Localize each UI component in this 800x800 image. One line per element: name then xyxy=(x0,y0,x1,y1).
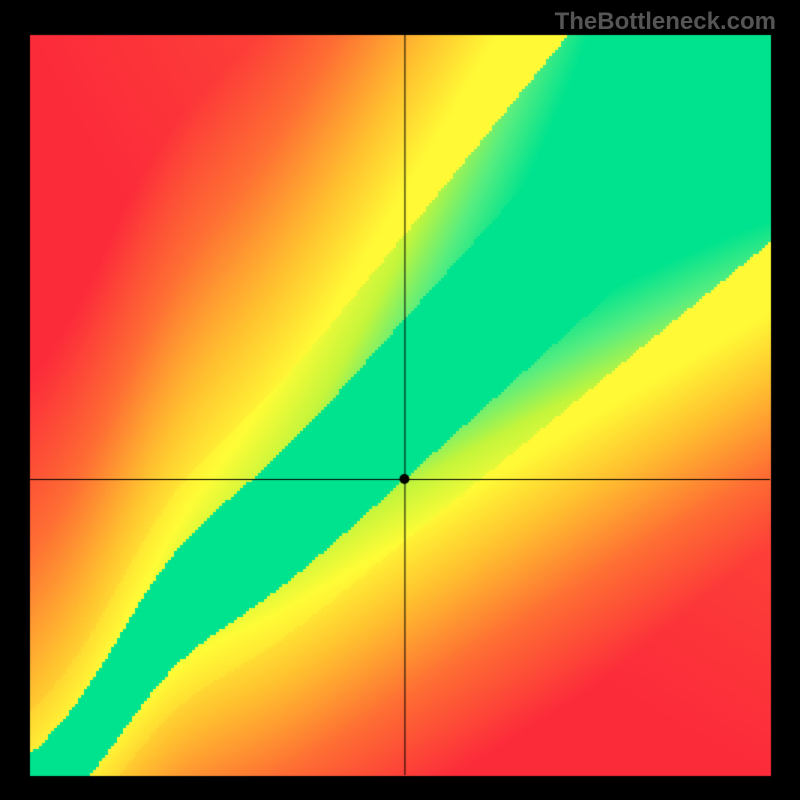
chart-container: TheBottleneck.com xyxy=(0,0,800,800)
bottleneck-heatmap xyxy=(0,0,800,800)
watermark-text: TheBottleneck.com xyxy=(555,8,776,36)
